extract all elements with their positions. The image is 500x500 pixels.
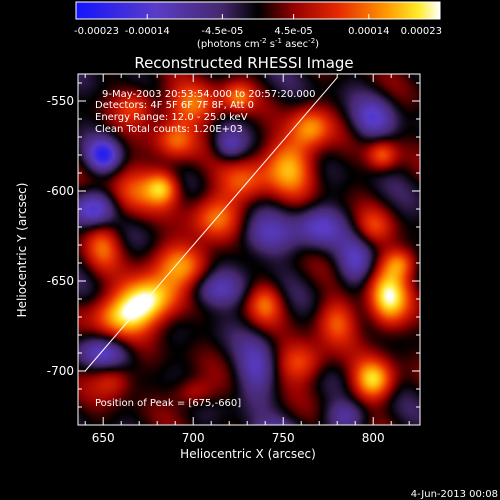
colorbar-tick-label: -4.5e-05 bbox=[201, 26, 243, 37]
x-axis: 650 700 750 800 bbox=[84, 74, 410, 445]
plot-area bbox=[78, 74, 420, 425]
colorbar-frame bbox=[75, 1, 441, 20]
footer-timestamp: 4-Jun-2013 00:08 bbox=[411, 489, 498, 500]
colorbar-gradient bbox=[76, 2, 440, 19]
observation-annotations: 9-May-2003 20:53:54.000 to 20:57:20.000 … bbox=[95, 89, 315, 135]
colorbar-label: (photons cm-2 s-1 asec-2) bbox=[197, 37, 319, 50]
colorbar-tick-label: 4.5e-05 bbox=[274, 26, 312, 37]
heatmap-image bbox=[78, 74, 420, 425]
colorbar-tick-label: -0.00023 bbox=[74, 26, 119, 37]
x-tick-label: 750 bbox=[272, 431, 295, 445]
plot-frame bbox=[77, 73, 421, 426]
x-axis-title: Heliocentric X (arcsec) bbox=[180, 447, 316, 461]
y-tick-label: -650 bbox=[47, 274, 74, 288]
x-tick-label: 700 bbox=[182, 431, 205, 445]
colorbar-tick-label: 0.00014 bbox=[348, 26, 389, 37]
y-tick-label: -550 bbox=[47, 94, 74, 108]
annotation-detectors: Detectors: 4F 5F 6F 7F 8F, Att 0 bbox=[95, 100, 254, 111]
peak-position-label: Position of Peak = [675,-660] bbox=[95, 398, 241, 409]
annotation-clean-counts: Clean Total counts: 1.20E+03 bbox=[95, 124, 243, 135]
colorbar-tick-label: 0.00023 bbox=[401, 26, 442, 37]
annotation-time-range: 9-May-2003 20:53:54.000 to 20:57:20.000 bbox=[102, 89, 315, 100]
colorbar-ticks: -0.00023 -0.00014 -4.5e-05 4.5e-05 0.00014 0.… bbox=[74, 14, 442, 37]
plot-title: Reconstructed RHESSI Image bbox=[134, 54, 353, 72]
x-tick-label: 800 bbox=[362, 431, 385, 445]
solar-limb-line bbox=[84, 77, 338, 372]
y-axis: -700 -650 -600 -550 bbox=[47, 82, 420, 426]
y-tick-label: -600 bbox=[47, 184, 74, 198]
y-axis-title: Heliocentric Y (arcsec) bbox=[15, 183, 29, 318]
y-tick-label: -700 bbox=[47, 364, 74, 378]
x-tick-label: 650 bbox=[92, 431, 115, 445]
annotation-energy-range: Energy Range: 12.0 - 25.0 keV bbox=[95, 112, 248, 123]
colorbar: -0.00023 -0.00014 -4.5e-05 4.5e-05 0.00014 0.… bbox=[74, 1, 442, 50]
colorbar-tick-label: -0.00014 bbox=[125, 26, 170, 37]
